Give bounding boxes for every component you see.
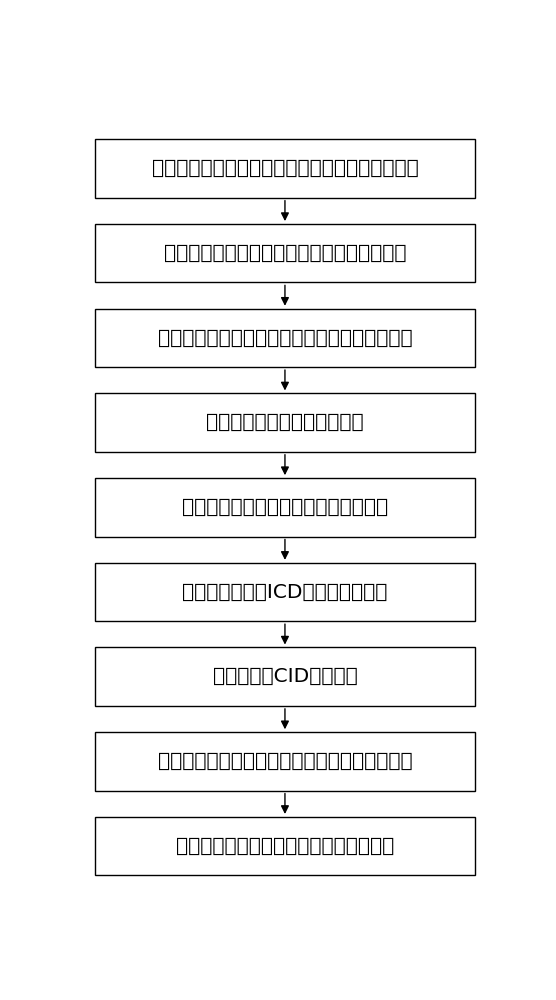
Text: 云平台配置台区融合终端关联的一次设备描述文件: 云平台配置台区融合终端关联的一次设备描述文件 <box>152 159 418 178</box>
Bar <box>96 139 475 198</box>
Bar <box>96 309 475 367</box>
Text: 云平台下发CID模型文件: 云平台下发CID模型文件 <box>212 667 358 686</box>
Bar <box>96 817 475 875</box>
Bar <box>96 732 475 791</box>
Bar <box>96 478 475 537</box>
Bar <box>96 563 475 621</box>
Bar <box>96 647 475 706</box>
Bar <box>96 224 475 282</box>
Text: 台区智能融合终端录入所关联的一次设备信息: 台区智能融合终端录入所关联的一次设备信息 <box>163 244 406 263</box>
Text: 生成实例化后的ICD文件上传云平台: 生成实例化后的ICD文件上传云平台 <box>182 583 388 602</box>
Bar <box>96 393 475 452</box>
Text: 云平台下发一次设备描述文件: 云平台下发一次设备描述文件 <box>206 413 364 432</box>
Text: 台区智能融合终端解析校验模型并生成配置信息: 台区智能融合终端解析校验模型并生成配置信息 <box>158 752 412 771</box>
Text: 台区智能融合终端与云平台进行数据交互: 台区智能融合终端与云平台进行数据交互 <box>176 837 394 856</box>
Text: 台区智能融合终端上电后发送注册信息至云平台: 台区智能融合终端上电后发送注册信息至云平台 <box>158 328 412 347</box>
Text: 台区智能融合终端进行一二次设备关联: 台区智能融合终端进行一二次设备关联 <box>182 498 388 517</box>
